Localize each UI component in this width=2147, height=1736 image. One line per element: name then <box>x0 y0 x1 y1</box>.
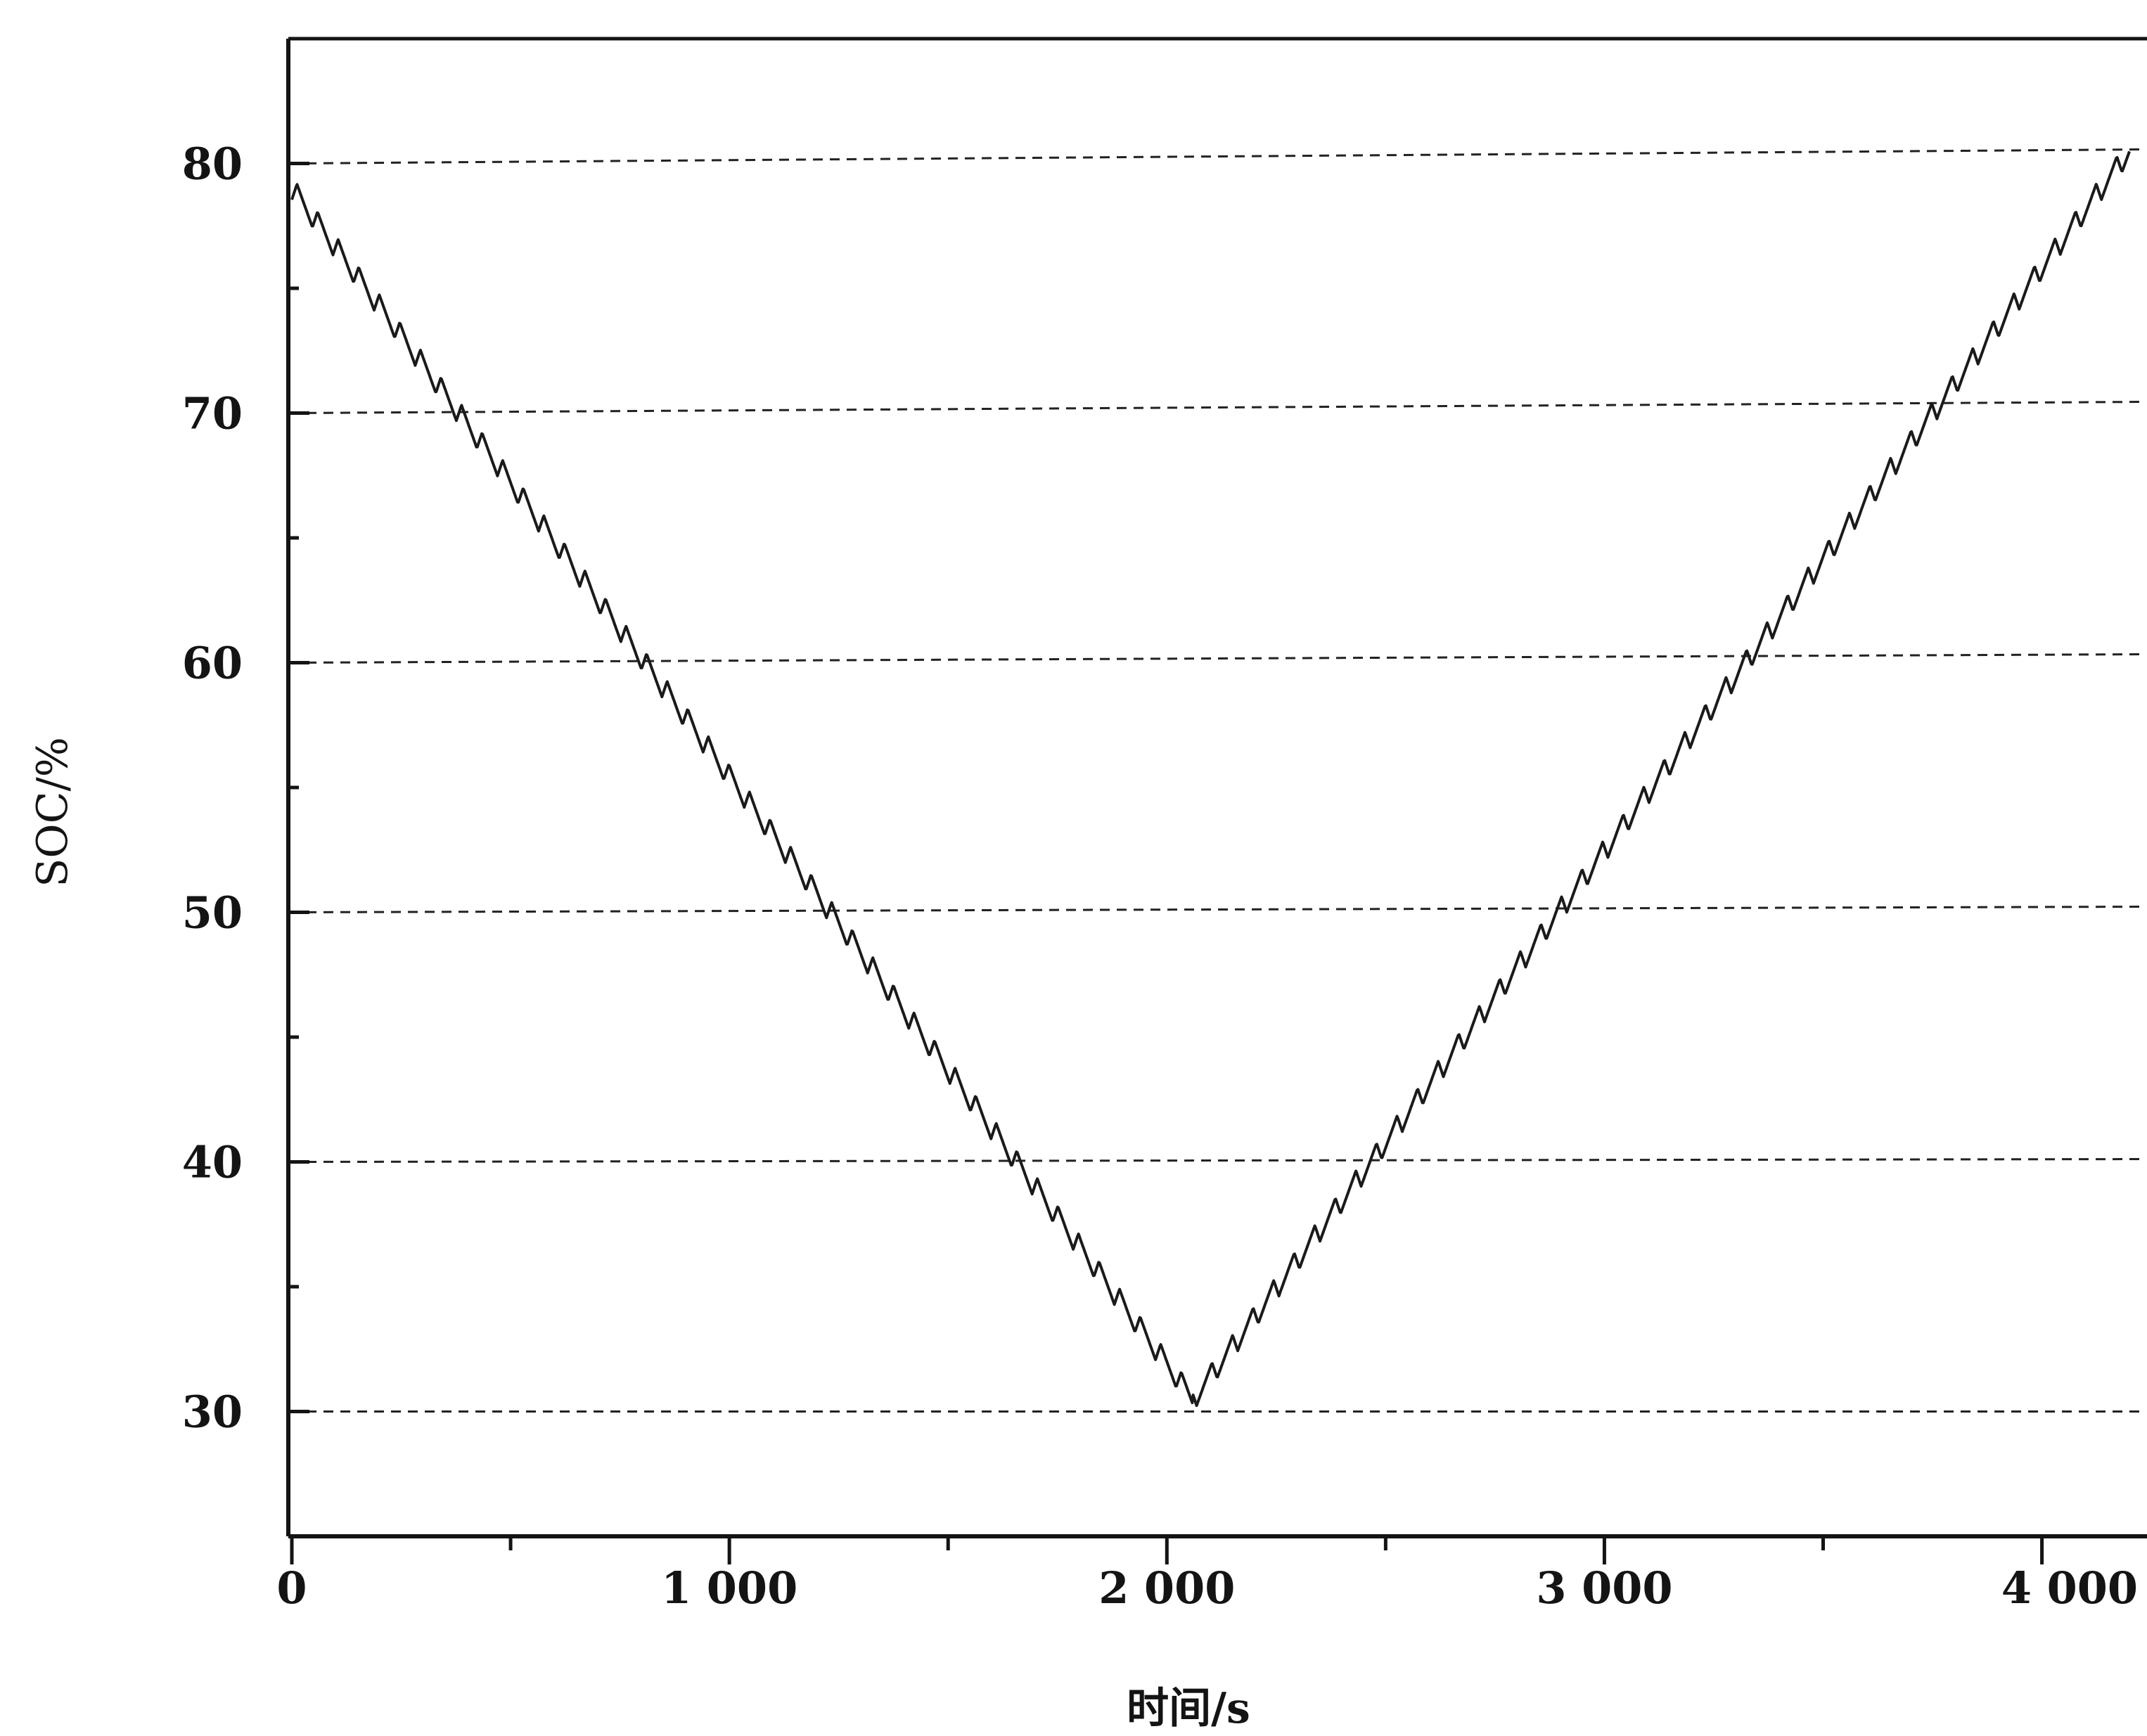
y-tick-label-80: 80 <box>182 139 243 190</box>
soc-series-line-0 <box>290 150 2131 1408</box>
series <box>290 150 2131 1408</box>
gridline-y-60 <box>289 653 2146 664</box>
gridline-y-80 <box>289 148 2146 165</box>
y-tick-label-50: 50 <box>182 887 243 939</box>
gridline-y-50 <box>289 906 2146 913</box>
y-axis-title: SOC/% <box>28 737 77 887</box>
x-tick-label-3000: 3 000 <box>1536 1562 1672 1614</box>
x-tick-label-1000: 1 000 <box>661 1562 797 1614</box>
y-tick-label-70: 70 <box>182 388 243 439</box>
axes <box>286 37 2147 1538</box>
x-tick-label-0: 0 <box>276 1562 307 1614</box>
x-axis-title: 时间/s <box>1127 1684 1250 1733</box>
y-tick-label-60: 60 <box>182 638 243 689</box>
gridline-y-70 <box>289 401 2146 414</box>
x-tick-label-4000: 4 000 <box>2001 1562 2138 1614</box>
gridlines <box>289 148 2146 1413</box>
gridline-y-40 <box>289 1158 2146 1163</box>
x-tick-label-2000: 2 000 <box>1098 1562 1235 1614</box>
tick-labels: 30 40 50 60 70 80 0 1 000 2 000 3 000 4 000 <box>182 139 2138 1614</box>
y-tick-label-30: 30 <box>182 1387 243 1438</box>
y-tick-label-40: 40 <box>182 1137 243 1188</box>
ticks <box>288 37 2044 1564</box>
